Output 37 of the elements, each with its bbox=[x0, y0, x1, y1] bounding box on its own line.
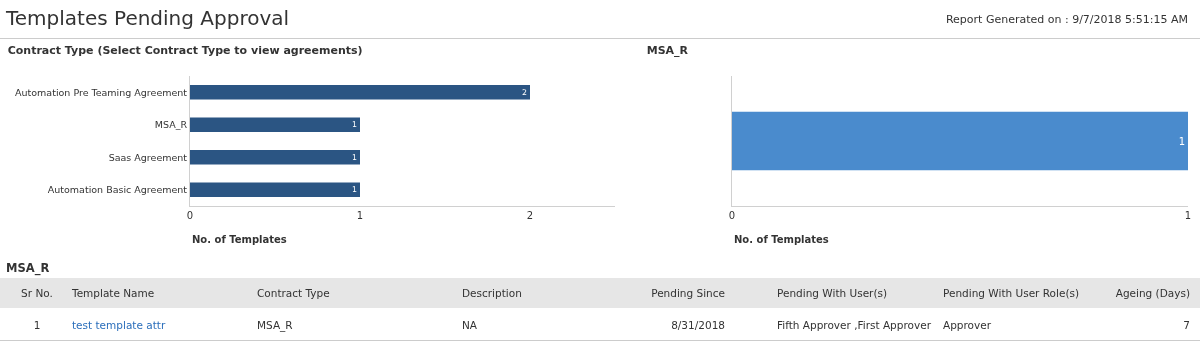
text: MSA_R bbox=[257, 319, 293, 331]
text: Report Generated on : 9/7/2018 5:51:15 AM bbox=[945, 13, 1188, 26]
text: MSA_R bbox=[6, 261, 50, 275]
y-tick-label: Saas Agreement bbox=[108, 151, 188, 163]
x-tick-label: 2 bbox=[526, 210, 534, 221]
text: test template attr bbox=[72, 319, 166, 331]
data-label: 1 bbox=[352, 120, 358, 130]
x-axis-title: No. of Templates bbox=[192, 234, 287, 245]
y-tick-label: Automation Pre Teaming Agreement bbox=[15, 86, 188, 98]
text: Templates Pending Approval bbox=[6, 6, 290, 30]
data-label: 2 bbox=[522, 87, 528, 97]
text: 1 bbox=[33, 319, 41, 331]
x-tick-label: 1 bbox=[1184, 210, 1192, 221]
category-label: Ageing (Days) bbox=[1114, 286, 1190, 301]
chart-title: MSA_R bbox=[646, 43, 689, 57]
y-tick-label: Automation Basic Agreement bbox=[47, 184, 188, 196]
text: 7 bbox=[1183, 319, 1190, 331]
x-tick-label: 0 bbox=[186, 210, 194, 221]
category-label: Pending Since bbox=[650, 286, 725, 301]
data-label: 1 bbox=[1178, 135, 1185, 147]
y-tick-label: MSA_R bbox=[154, 119, 188, 131]
category-label: Template Name bbox=[72, 286, 156, 301]
text: 8/31/2018 bbox=[671, 319, 725, 331]
category-label: Description bbox=[462, 286, 523, 301]
category-label: Sr No. bbox=[20, 286, 54, 301]
text: Fifth Approver ,First Approver bbox=[777, 319, 931, 331]
chart-title: Contract Type (Select Contract Type to view agreements) bbox=[7, 43, 363, 57]
x-tick-label: 1 bbox=[356, 210, 364, 221]
x-axis-title: No. of Templates bbox=[734, 234, 829, 245]
x-tick-label: 0 bbox=[728, 210, 736, 221]
text: NA bbox=[462, 319, 478, 331]
data-label: 1 bbox=[352, 185, 358, 195]
data-label: 1 bbox=[352, 152, 358, 162]
category-label: Pending With User(s) bbox=[777, 286, 889, 301]
category-label: Contract Type bbox=[257, 286, 331, 301]
text: Approver bbox=[943, 319, 992, 331]
category-label: Pending With User Role(s) bbox=[943, 286, 1081, 301]
